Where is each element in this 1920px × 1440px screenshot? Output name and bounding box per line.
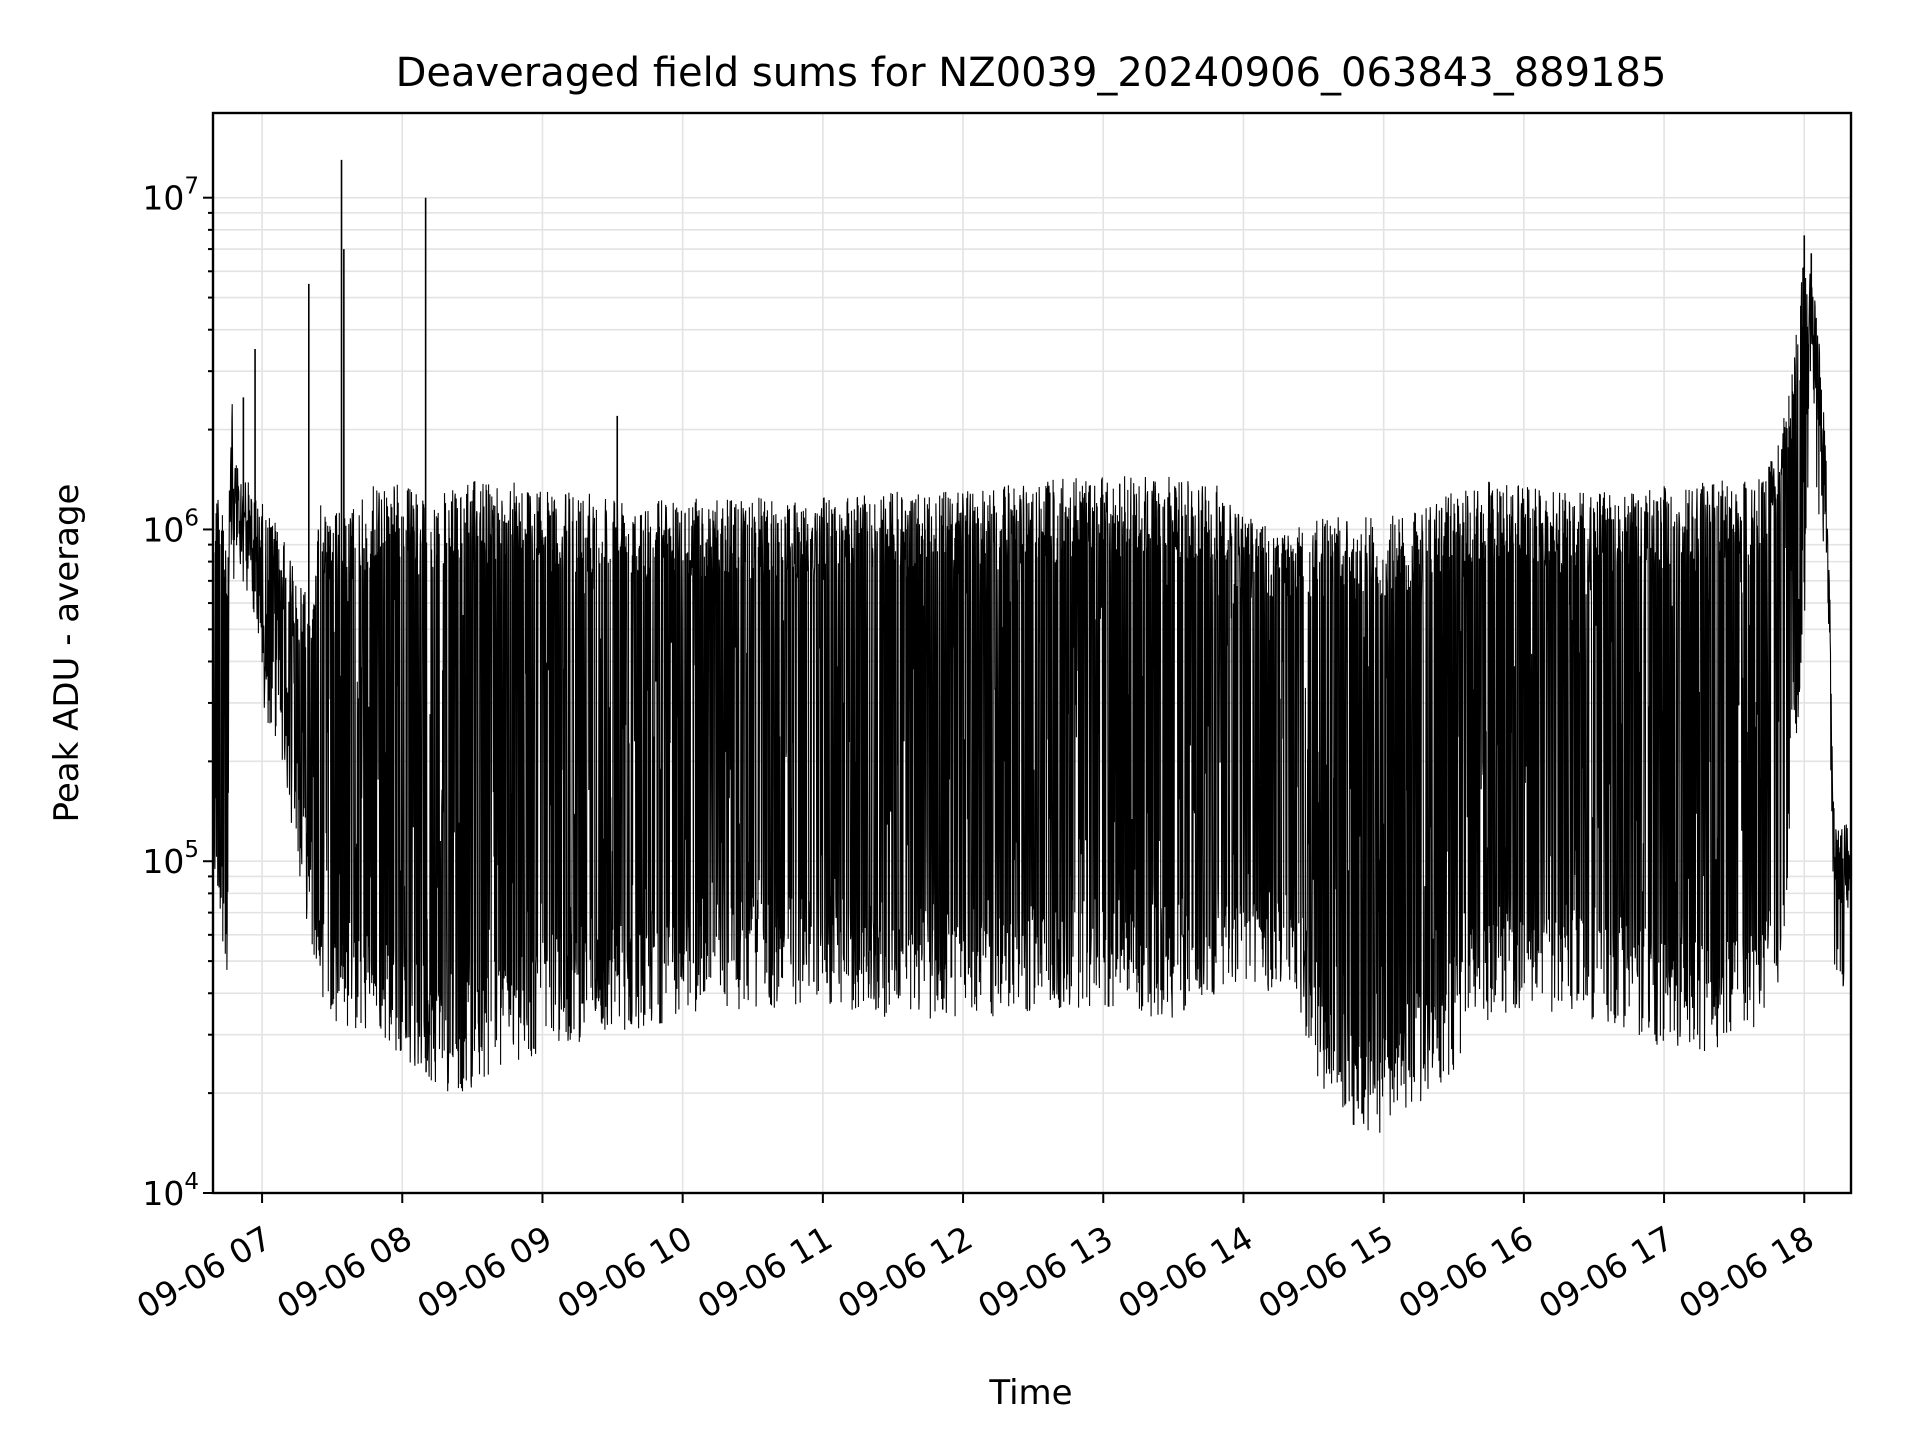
y-axis-label: Peak ADU - average xyxy=(47,484,87,823)
series-line xyxy=(213,266,1851,1133)
y-tick-label: 105 xyxy=(142,837,199,881)
series-group xyxy=(213,159,1851,1133)
axes-frame xyxy=(211,111,1853,1195)
y-tick-label: 106 xyxy=(142,505,199,549)
y-tick-label: 107 xyxy=(142,174,199,218)
y-tick-label: 104 xyxy=(142,1169,199,1213)
plot-area xyxy=(213,159,1851,1133)
x-axis-label: Time xyxy=(988,1373,1072,1413)
chart-title: Deaveraged field sums for NZ0039_2024090… xyxy=(396,50,1667,96)
y-axis: 104 105 106 107 xyxy=(142,174,213,1213)
